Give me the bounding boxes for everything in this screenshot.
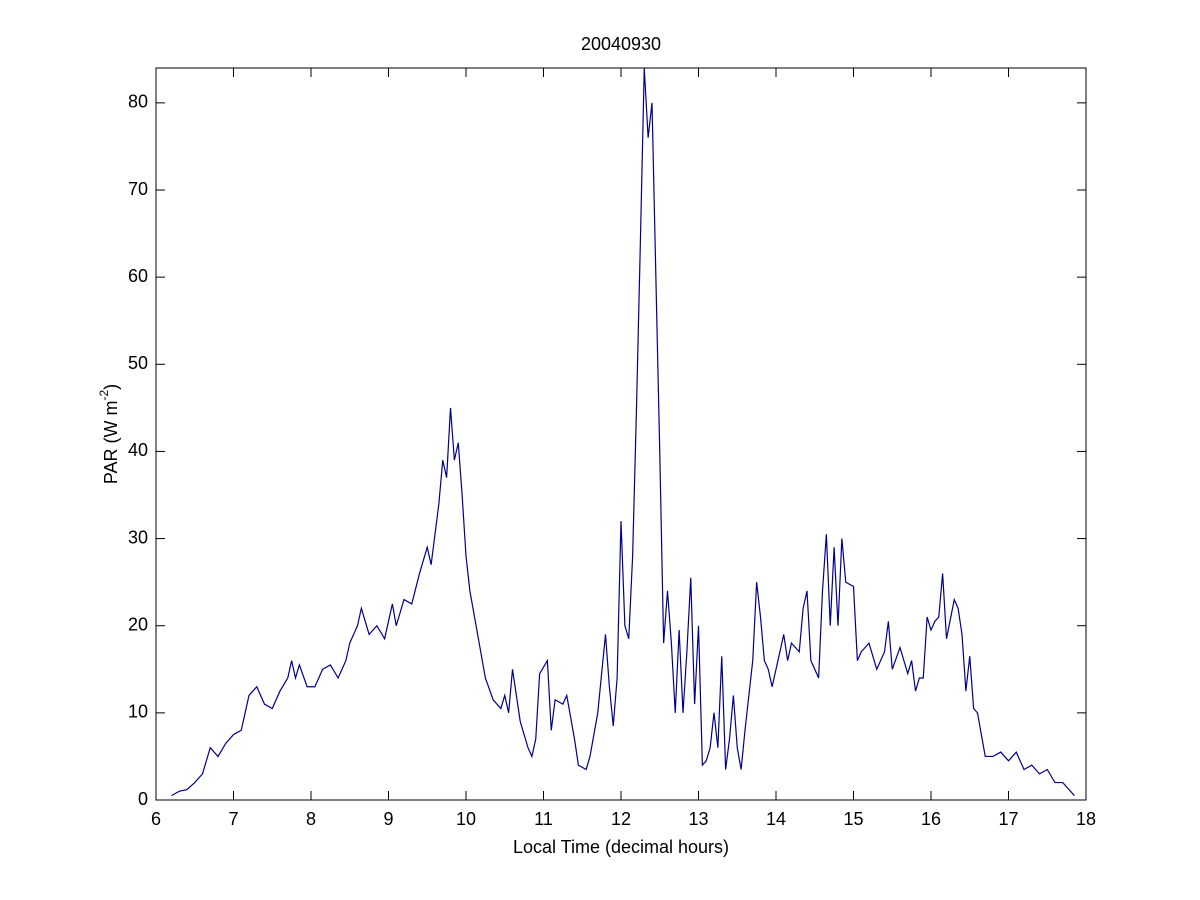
y-tick-label: 30 [128,527,148,547]
x-tick-label: 13 [688,809,708,829]
x-tick-label: 10 [456,809,476,829]
x-tick-label: 14 [766,809,786,829]
x-tick-label: 8 [306,809,316,829]
x-tick-label: 18 [1076,809,1096,829]
x-tick-label: 12 [611,809,631,829]
y-tick-label: 50 [128,353,148,373]
y-tick-label: 20 [128,614,148,634]
x-tick-label: 11 [534,809,553,829]
x-axis-label: Local Time (decimal hours) [513,837,729,857]
x-tick-label: 6 [151,809,161,829]
x-tick-label: 15 [843,809,863,829]
x-tick-label: 16 [921,809,941,829]
y-axis-label-sup: -2 [97,390,111,401]
y-tick-label: 40 [128,440,148,460]
y-tick-label: 0 [138,789,148,809]
y-tick-label: 60 [128,266,148,286]
y-axis-label-text: PAR (W m [101,401,121,485]
y-tick-label: 70 [128,179,148,199]
data-line [171,67,1075,797]
plot-area [155,67,1087,801]
x-tick-label: 17 [998,809,1018,829]
chart-title: 20040930 [581,34,661,54]
y-tick-label: 80 [128,92,148,112]
y-tick-label: 10 [128,702,148,722]
y-axis-label-end: ) [101,384,121,390]
x-tick-label: 9 [383,809,393,829]
y-axis-label: PAR (W m-2) [97,384,121,484]
x-tick-label: 7 [228,809,238,829]
